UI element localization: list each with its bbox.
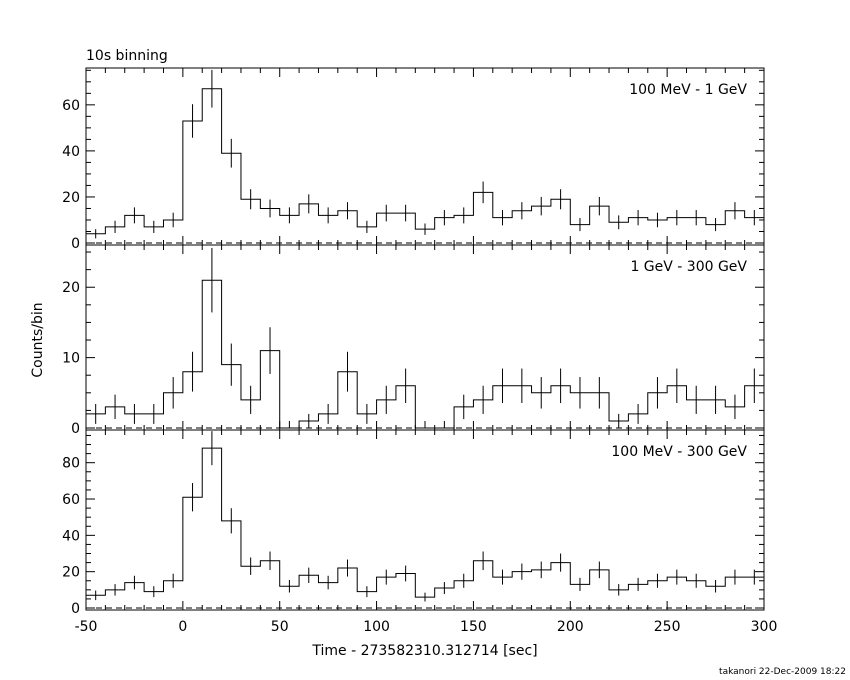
x-tick-label: 50	[271, 619, 289, 635]
y-tick-label: 10	[62, 351, 80, 367]
y-axis-label: Counts/bin	[30, 302, 46, 377]
panel-energy-label: 1 GeV - 300 GeV	[630, 259, 747, 275]
y-tick-label: 80	[62, 456, 80, 472]
x-tick-label: -50	[75, 619, 98, 635]
y-tick-label: 0	[71, 421, 80, 437]
x-tick-label: 200	[557, 619, 584, 635]
panel-energy-label: 100 MeV - 300 GeV	[611, 444, 747, 460]
y-tick-label: 20	[62, 190, 80, 206]
plot-frame	[85, 429, 765, 611]
x-tick-label: 250	[654, 619, 681, 635]
panel-energy-label: 100 MeV - 1 GeV	[629, 82, 747, 98]
y-tick-label: 40	[62, 144, 80, 160]
panel-1: 0 20 40 60 100 MeV - 1 GeV	[62, 67, 765, 252]
panel-2: 0 10 20 1 GeV - 300 GeV Counts/bin	[30, 244, 765, 437]
y-tick-label: 40	[62, 528, 80, 544]
series-line	[86, 279, 764, 429]
y-tick-label: 60	[62, 98, 80, 114]
y-tick-label: 20	[62, 280, 80, 296]
x-tick-label: 100	[363, 619, 390, 635]
series-line	[86, 447, 764, 598]
y-tick-label: 0	[71, 601, 80, 617]
y-tick-label: 20	[62, 565, 80, 581]
binning-label: 10s binning	[86, 48, 168, 64]
y-tick-label: 60	[62, 492, 80, 508]
x-tick-label: 0	[178, 619, 187, 635]
panels: 0 20 40 60 100 MeV - 1 GeV 0 10 20 1 GeV - 300 G…	[30, 67, 778, 659]
credit-footer: takanori 22-Dec-2009 18:22	[719, 667, 846, 677]
y-tick-label: 0	[71, 236, 80, 252]
x-tick-label: 300	[751, 619, 778, 635]
x-tick-label: 150	[460, 619, 487, 635]
panel-3: 0 20 40 60 80 -50 0 50 100 150 200 250 300 100 MeV - …	[62, 429, 778, 659]
series-line	[86, 88, 764, 235]
x-axis-label: Time - 273582310.312714 [sec]	[311, 643, 537, 659]
